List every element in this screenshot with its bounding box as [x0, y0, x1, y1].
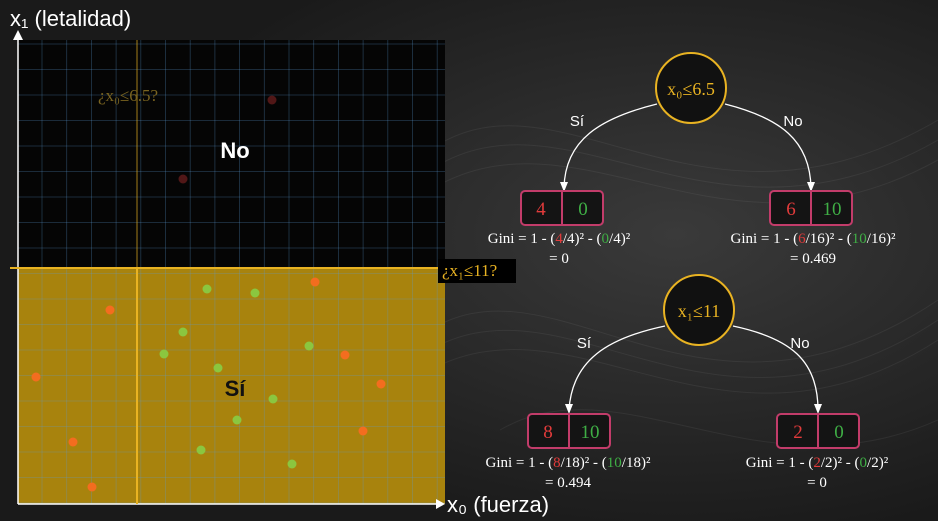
tree2-left-edge	[568, 325, 666, 411]
data-point	[232, 415, 242, 425]
tree1-left-leaf-green: 0	[578, 199, 588, 220]
data-point	[105, 305, 115, 315]
tree2-left-gini: Gini = 1 - (8/18)² - (10/18)²	[486, 455, 651, 471]
tree2-node-circle	[663, 274, 735, 346]
data-point	[159, 349, 169, 359]
y-axis-label: x₁ (letalidad)	[10, 6, 131, 31]
tree2-node-label: x₁≤11	[678, 301, 721, 321]
data-point	[340, 350, 350, 360]
tree2-left-leaf-red: 8	[543, 422, 553, 443]
x-axis-arrow-icon	[436, 499, 445, 509]
region-si-label: Sí	[225, 376, 247, 401]
plot-grid	[18, 40, 445, 504]
tree1-left-arrow-icon	[560, 182, 568, 192]
tree1-left-branch-label: Sí	[570, 113, 585, 130]
tree2-right-leaf-green: 0	[834, 422, 844, 443]
tree-2: x₁≤11 Sí No 8 10 2 0 Gini = 1 - (8/18)² …	[486, 274, 889, 491]
tree1-right-leaf-red: 6	[786, 199, 796, 220]
tree2-right-gini-result: = 0	[807, 475, 827, 491]
tree2-right-edge	[732, 325, 819, 411]
split-y-question: ¿x₁≤11?	[442, 261, 497, 280]
data-point	[196, 445, 206, 455]
split-y-question-box	[438, 259, 516, 283]
tree1-right-edge	[724, 103, 812, 189]
tree2-right-branch-label: No	[790, 335, 809, 352]
tree1-node-circle	[655, 52, 727, 124]
data-point	[267, 95, 277, 105]
region-no	[18, 40, 445, 268]
tree-1: x₀≤6.5 Sí No 4 0 6 10 Gini = 1 - (4/4)² …	[488, 52, 896, 267]
x-axis-label: x₀ (fuerza)	[447, 492, 549, 517]
region-no-label: No	[220, 138, 249, 163]
tree2-right-leaf-red: 2	[793, 422, 803, 443]
tree2-left-leaf-green: 10	[581, 422, 600, 443]
tree1-left-leaf-red: 4	[536, 199, 546, 220]
tree1-right-arrow-icon	[807, 182, 815, 192]
tree2-left-arrow-icon	[565, 404, 573, 414]
data-point	[250, 288, 260, 298]
data-point	[287, 459, 297, 469]
region-si	[18, 268, 445, 504]
tree1-right-gini-result: = 0.469	[790, 251, 836, 267]
tree1-right-leaf-green: 10	[823, 199, 842, 220]
tree2-right-arrow-icon	[814, 404, 822, 414]
data-point	[202, 284, 212, 294]
data-point	[358, 426, 368, 436]
tree1-left-edge	[563, 103, 658, 189]
tree2-left-gini-result: = 0.494	[545, 475, 591, 491]
data-point	[310, 277, 320, 287]
data-point	[304, 341, 314, 351]
tree1-right-branch-label: No	[783, 113, 802, 130]
y-axis-arrow-icon	[13, 30, 23, 40]
data-point	[178, 327, 188, 337]
data-point	[178, 174, 188, 184]
tree2-right-gini: Gini = 1 - (2/2)² - (0/2)²	[746, 455, 889, 471]
data-point	[268, 394, 278, 404]
tree2-left-branch-label: Sí	[577, 335, 592, 352]
data-point	[213, 363, 223, 373]
data-point	[87, 482, 97, 492]
data-points	[31, 95, 386, 492]
data-point	[31, 372, 41, 382]
data-point	[376, 379, 386, 389]
tree1-left-gini: Gini = 1 - (4/4)² - (0/4)²	[488, 231, 631, 247]
tree1-right-gini: Gini = 1 - (6/16)² - (10/16)²	[731, 231, 896, 247]
tree1-node-label: x₀≤6.5	[667, 79, 715, 99]
tree1-left-gini-result: = 0	[549, 251, 569, 267]
split-x-question: ¿x₀≤6.5?	[98, 86, 158, 105]
data-point	[68, 437, 78, 447]
